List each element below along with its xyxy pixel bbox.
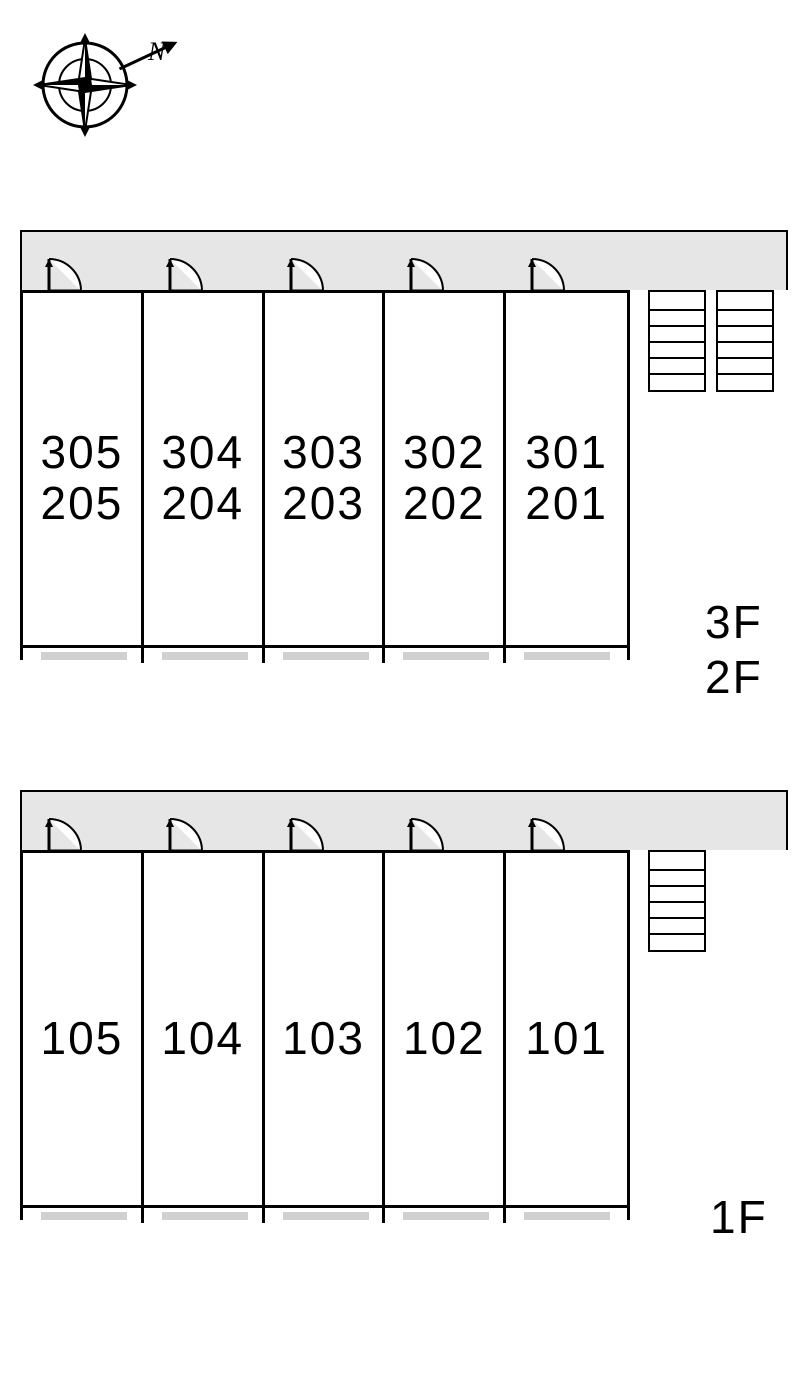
- unit-number: 305: [41, 427, 124, 478]
- door-swing-icon: [43, 253, 93, 298]
- compass-rose: N: [30, 20, 200, 155]
- balcony-strip: [144, 645, 262, 663]
- balcony-shade: [283, 652, 369, 660]
- unit-number: 203: [282, 478, 365, 529]
- unit-cell: 303203: [265, 293, 386, 663]
- compass-n-label: N: [147, 37, 167, 66]
- unit-cell: 104: [144, 853, 265, 1223]
- lower-hallway: [20, 790, 788, 850]
- unit-cell: 302202: [385, 293, 506, 663]
- balcony-shade: [162, 652, 248, 660]
- door-swing-icon: [43, 813, 93, 858]
- balcony-shade: [41, 652, 127, 660]
- unit-cell: 305205: [23, 293, 144, 663]
- door-swing-icon: [285, 813, 335, 858]
- unit-number: 303: [282, 427, 365, 478]
- unit-number: 202: [403, 478, 486, 529]
- door-swing-icon: [526, 813, 576, 858]
- unit-number: 103: [282, 1013, 365, 1064]
- unit-number: 301: [525, 427, 608, 478]
- unit-number: 102: [403, 1013, 486, 1064]
- unit-cell: 103: [265, 853, 386, 1223]
- balcony-shade: [41, 1212, 127, 1220]
- balcony-shade: [162, 1212, 248, 1220]
- unit-number: 204: [161, 478, 244, 529]
- unit-number: 101: [525, 1013, 608, 1064]
- lower-units-row: 105 104 103 102 101: [20, 850, 630, 1220]
- unit-cell: 101: [506, 853, 627, 1223]
- balcony-strip: [506, 1205, 627, 1223]
- upper-units-row: 305205 304204 303203 302202 301201: [20, 290, 630, 660]
- floor-label-2f: 2F: [705, 650, 763, 704]
- balcony-shade: [524, 652, 610, 660]
- stairs-icon: [648, 290, 706, 403]
- door-swing-icon: [526, 253, 576, 298]
- unit-cell: 301201: [506, 293, 627, 663]
- floor-label-3f: 3F: [705, 595, 763, 649]
- unit-number: 205: [41, 478, 124, 529]
- balcony-shade: [403, 652, 489, 660]
- balcony-strip: [385, 645, 503, 663]
- balcony-shade: [283, 1212, 369, 1220]
- door-swing-icon: [285, 253, 335, 298]
- balcony-strip: [385, 1205, 503, 1223]
- balcony-shade: [524, 1212, 610, 1220]
- unit-number: 302: [403, 427, 486, 478]
- balcony-strip: [265, 645, 383, 663]
- unit-cell: 102: [385, 853, 506, 1223]
- unit-number: 201: [525, 478, 608, 529]
- balcony-strip: [23, 1205, 141, 1223]
- balcony-strip: [265, 1205, 383, 1223]
- balcony-shade: [403, 1212, 489, 1220]
- upper-hallway: [20, 230, 788, 290]
- unit-number: 304: [161, 427, 244, 478]
- unit-cell: 304204: [144, 293, 265, 663]
- unit-number: 104: [161, 1013, 244, 1064]
- floor-label-1f: 1F: [710, 1190, 768, 1244]
- door-swing-icon: [405, 813, 455, 858]
- stairs-icon: [648, 850, 706, 963]
- door-swing-icon: [405, 253, 455, 298]
- stairs-icon: [716, 290, 774, 403]
- door-swing-icon: [164, 253, 214, 298]
- balcony-strip: [506, 645, 627, 663]
- balcony-strip: [144, 1205, 262, 1223]
- balcony-strip: [23, 645, 141, 663]
- door-swing-icon: [164, 813, 214, 858]
- unit-number: 105: [41, 1013, 124, 1064]
- unit-cell: 105: [23, 853, 144, 1223]
